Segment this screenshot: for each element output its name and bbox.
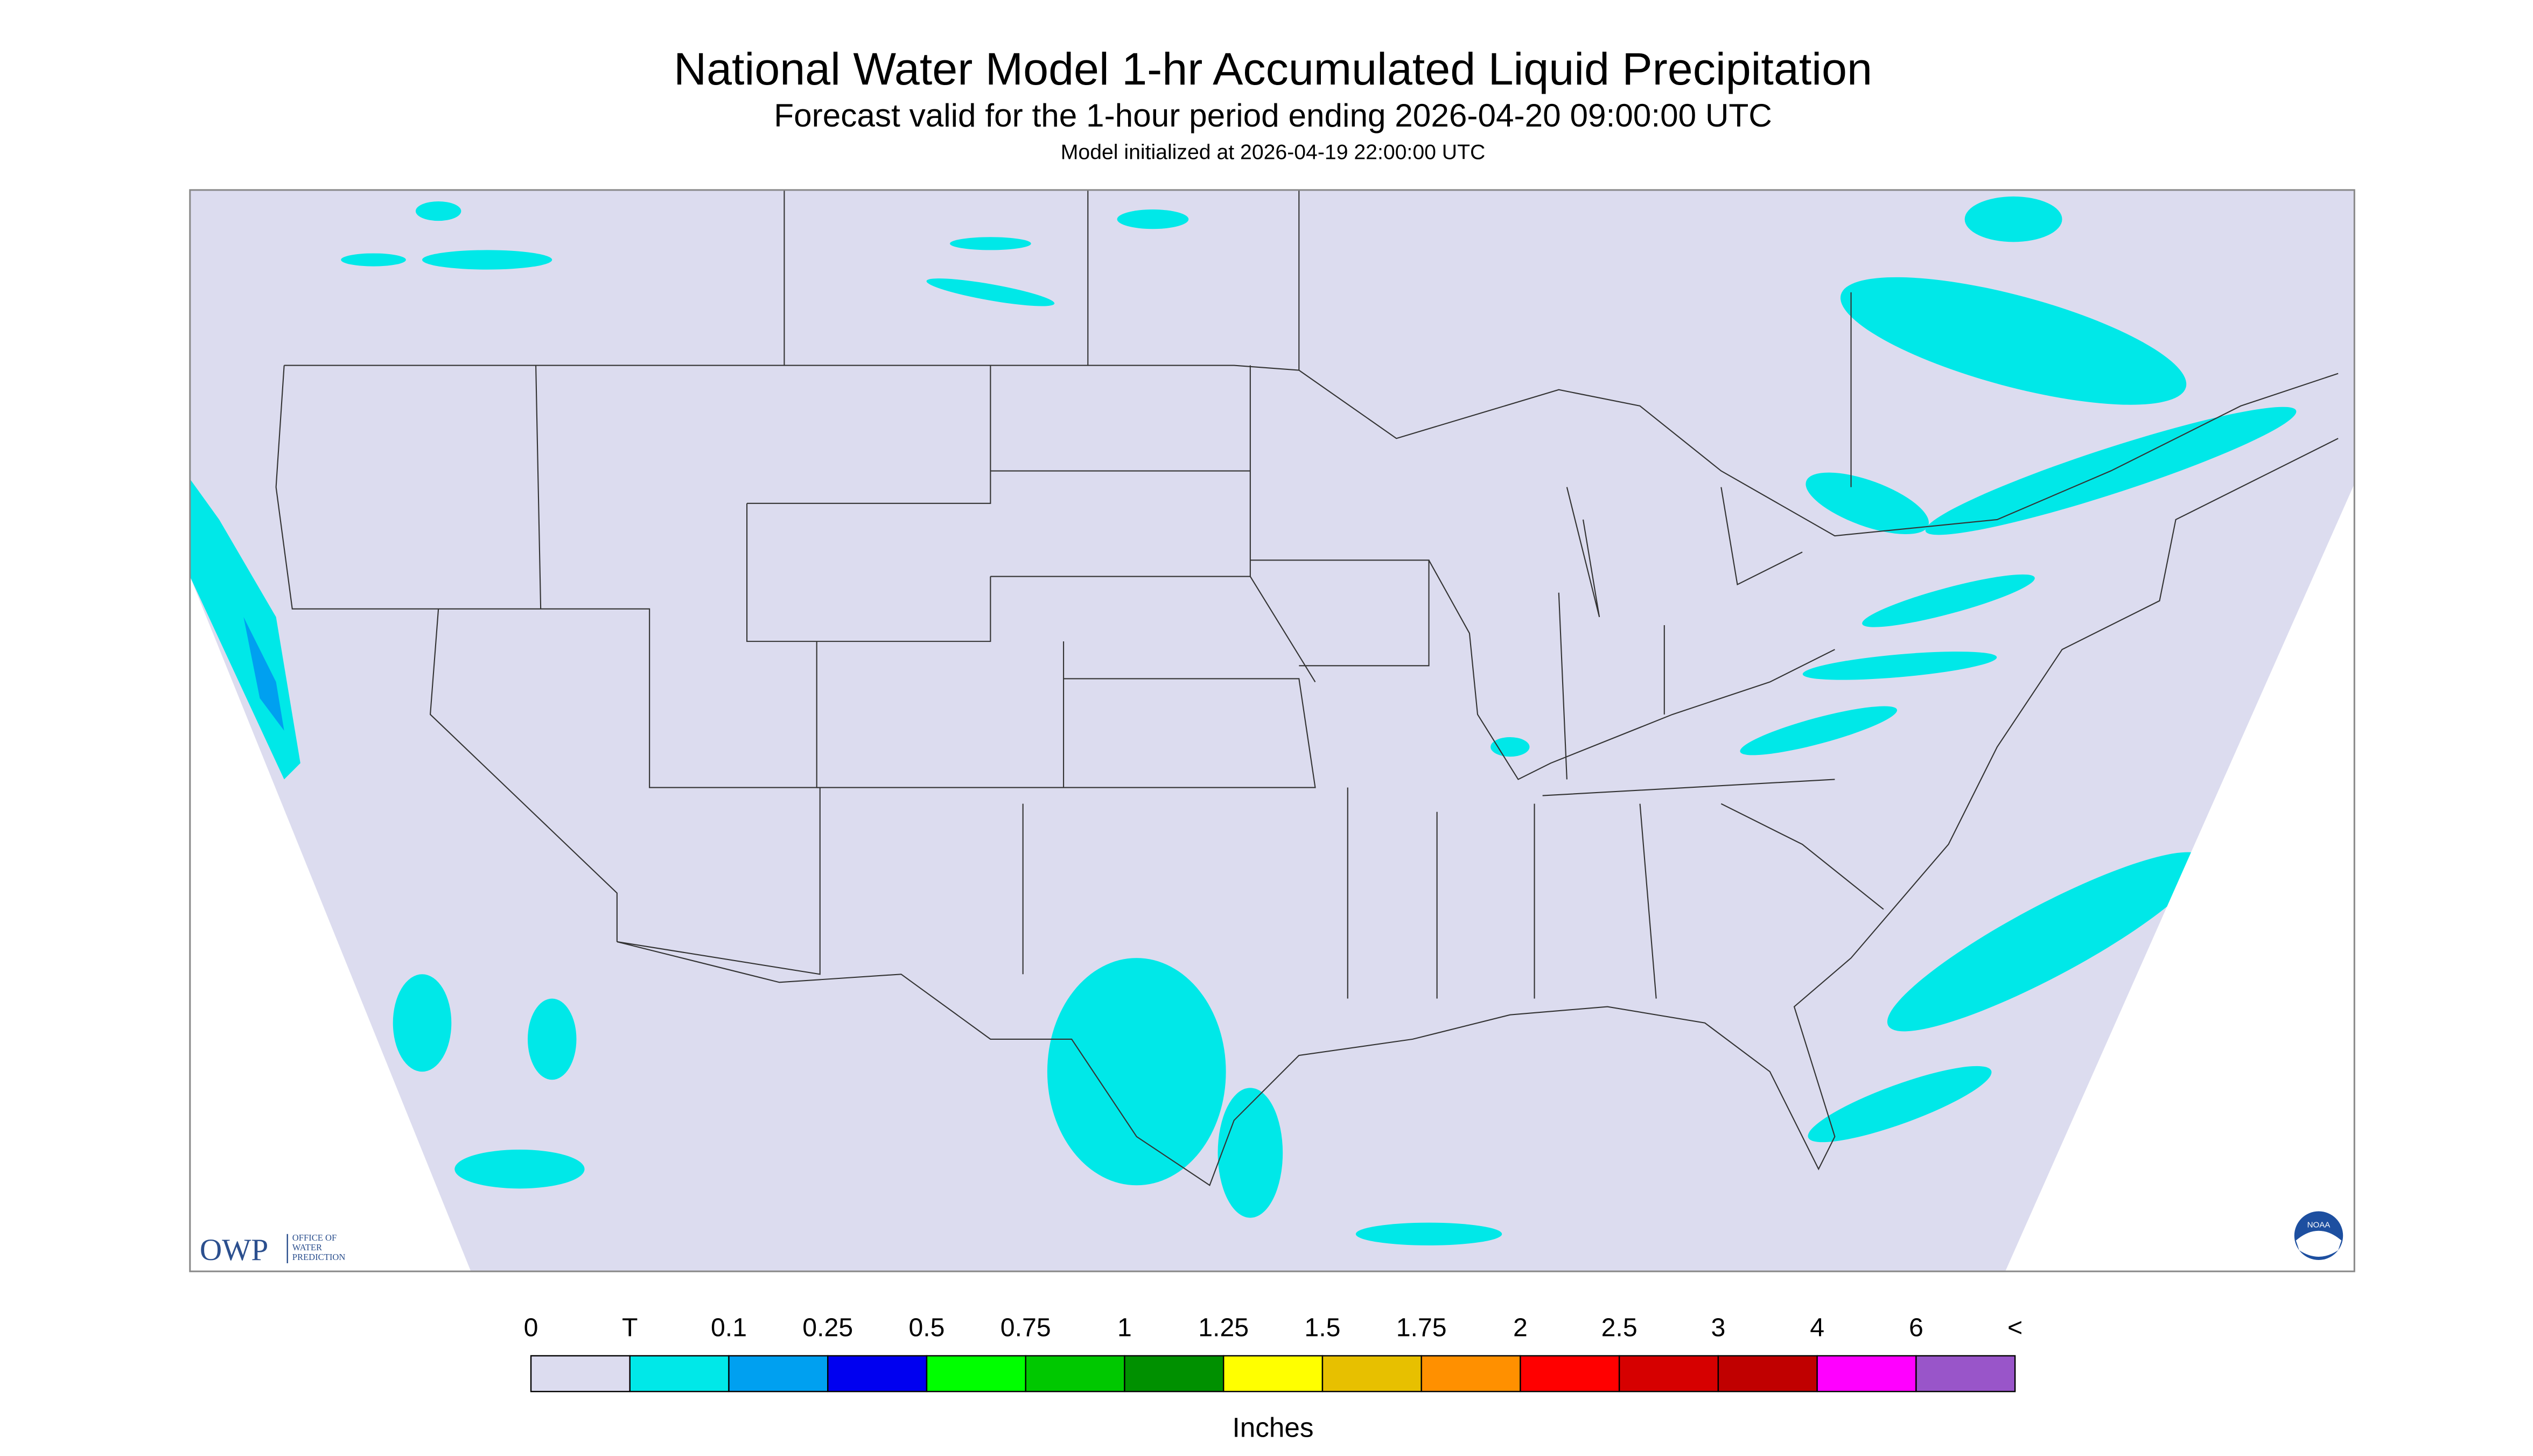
legend-label: 0.75 <box>1000 1313 1051 1342</box>
legend-swatch <box>1321 1355 1422 1392</box>
noaa-text: NOAA <box>2307 1221 2331 1230</box>
legend-swatch <box>1816 1355 1917 1392</box>
map-frame <box>189 189 2355 1272</box>
legend-label: 1.75 <box>1396 1313 1447 1342</box>
legend-label: 0.1 <box>711 1313 747 1342</box>
legend-label: 0 <box>524 1313 538 1342</box>
init-time: Model initialized at 2026-04-19 22:00:00… <box>1061 141 1486 164</box>
noaa-logo: NOAA <box>2294 1211 2343 1260</box>
legend-label: 6 <box>1909 1313 1923 1342</box>
legend-label: T <box>622 1313 638 1342</box>
legend-swatch <box>530 1355 631 1392</box>
precipitation <box>190 196 2297 1245</box>
legend-label: < <box>2007 1313 2023 1342</box>
legend-swatch <box>728 1355 829 1392</box>
owp-name: PREDICTION <box>292 1252 346 1262</box>
legend: 0 T 0.1 0.25 0.5 0.75 1 1.25 1.5 1.75 2 2.5 3 4 6 < <box>524 1313 2023 1392</box>
legend-label: 0.5 <box>908 1313 944 1342</box>
legend-swatch <box>1124 1355 1224 1392</box>
title: National Water Model 1-hr Accumulated Li… <box>674 44 1872 94</box>
legend-swatch <box>1222 1355 1324 1392</box>
map: OWP OFFICE OF WATER PREDICTION NOAA <box>189 189 2355 1272</box>
legend-swatch <box>1915 1355 2016 1392</box>
legend-swatch <box>1717 1355 1818 1392</box>
legend-label: 3 <box>1711 1313 1725 1342</box>
legend-swatch <box>1421 1355 1521 1392</box>
legend-swatch <box>629 1355 730 1392</box>
legend-swatch <box>827 1355 928 1392</box>
legend-swatch <box>1025 1355 1125 1392</box>
legend-label: 1.5 <box>1304 1313 1340 1342</box>
legend-label: 2 <box>1513 1313 1528 1342</box>
owp-name: WATER <box>292 1242 323 1252</box>
legend-swatch <box>926 1355 1026 1392</box>
owp-logo: OWP OFFICE OF WATER PREDICTION <box>200 1233 345 1267</box>
legend-swatch <box>1618 1355 1719 1392</box>
subtitle: Forecast valid for the 1-hour period end… <box>774 97 1772 134</box>
legend-swatch <box>1520 1355 1620 1392</box>
owp-logo-text: OWP <box>200 1233 268 1267</box>
legend-label: 1 <box>1117 1313 1132 1342</box>
legend-label: 1.25 <box>1198 1313 1249 1342</box>
legend-label: 0.25 <box>802 1313 853 1342</box>
legend-label: 4 <box>1810 1313 1824 1342</box>
legend-unit: Inches <box>1233 1412 1314 1443</box>
owp-name: OFFICE OF <box>292 1233 337 1243</box>
legend-label: 2.5 <box>1601 1313 1638 1342</box>
borders <box>275 190 2339 1186</box>
